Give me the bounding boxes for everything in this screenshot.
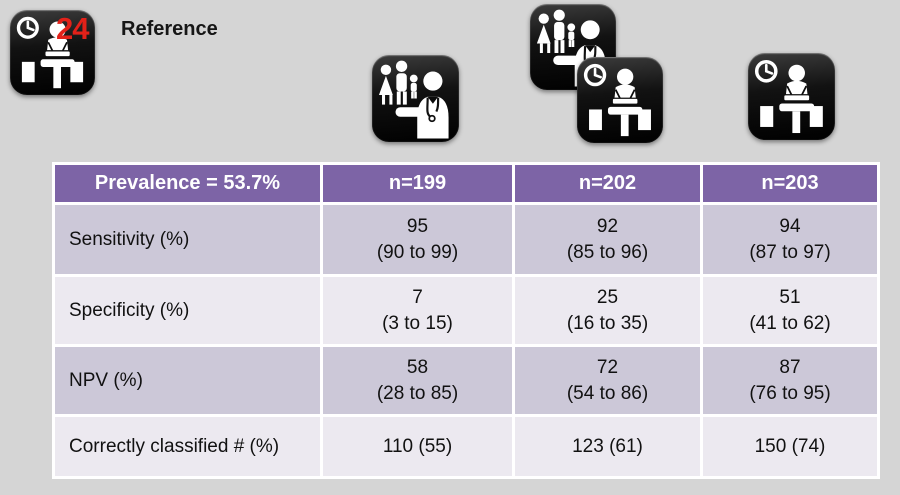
waiting-room-clock-icon	[748, 53, 835, 140]
bench-icon	[21, 61, 84, 83]
reference-hours-badge: 24	[56, 11, 89, 46]
cell-sensitivity-n199: 95 (90 to 99)	[323, 205, 512, 274]
row-label-npv: NPV (%)	[55, 347, 320, 414]
confidence-interval: (16 to 35)	[566, 312, 649, 334]
value: 123 (61)	[572, 435, 643, 457]
value: 72	[596, 357, 619, 379]
seated-person-icon	[40, 21, 75, 89]
bench-icon	[760, 106, 823, 127]
value: 94	[779, 216, 801, 238]
bench-icon	[589, 109, 651, 131]
clock-icon	[16, 16, 39, 39]
seated-person-icon	[607, 68, 643, 137]
confidence-interval: (3 to 15)	[382, 312, 453, 334]
cell-npv-n203: 87 (76 to 95)	[703, 347, 877, 414]
clock-icon	[754, 59, 778, 83]
confidence-interval: (85 to 96)	[566, 241, 649, 263]
header-prevalence: Prevalence = 53.7%	[55, 165, 320, 202]
confidence-interval: (28 to 85)	[376, 382, 459, 404]
cell-npv-n202: 72 (54 to 86)	[515, 347, 700, 414]
value: 25	[596, 287, 619, 309]
value: 51	[779, 287, 801, 309]
cell-npv-n199: 58 (28 to 85)	[323, 347, 512, 414]
row-label-correctly-classified: Correctly classified # (%)	[55, 417, 320, 476]
cell-specificity-n202: 25 (16 to 35)	[515, 277, 700, 344]
confidence-interval: (41 to 62)	[749, 312, 831, 334]
family-icon	[378, 60, 418, 105]
waiting-room-pictogram	[583, 63, 651, 137]
header-n199: n=199	[323, 165, 512, 202]
diagnostic-accuracy-table: Prevalence = 53.7% n=199 n=202 n=203 Sen…	[52, 162, 880, 479]
doctor-icon	[395, 71, 449, 139]
value: 95	[406, 216, 429, 238]
value: 150 (74)	[754, 435, 826, 457]
waiting-room-pictogram	[754, 59, 823, 134]
value: 110 (55)	[382, 435, 453, 457]
cell-correct-n202: 123 (61)	[515, 417, 700, 476]
cell-sensitivity-n202: 92 (85 to 96)	[515, 205, 700, 274]
clock-icon	[583, 63, 607, 87]
header-n203: n=203	[703, 165, 877, 202]
value: 58	[406, 357, 429, 379]
cell-sensitivity-n203: 94 (87 to 97)	[703, 205, 877, 274]
value: 87	[779, 357, 801, 379]
confidence-interval: (76 to 95)	[749, 382, 831, 404]
header-n202: n=202	[515, 165, 700, 202]
family-icon	[536, 9, 576, 54]
waiting-room-clock-icon	[577, 57, 663, 143]
value: 7	[412, 287, 423, 309]
row-label-specificity: Specificity (%)	[55, 277, 320, 344]
cell-correct-n199: 110 (55)	[323, 417, 512, 476]
confidence-interval: (54 to 86)	[566, 382, 649, 404]
cell-specificity-n199: 7 (3 to 15)	[323, 277, 512, 344]
waiting-room-clock-icon	[10, 10, 95, 95]
confidence-interval: (90 to 99)	[376, 241, 459, 263]
row-label-sensitivity: Sensitivity (%)	[55, 205, 320, 274]
seated-person-icon	[779, 64, 815, 134]
cell-specificity-n203: 51 (41 to 62)	[703, 277, 877, 344]
cell-correct-n203: 150 (74)	[703, 417, 877, 476]
family-doctor-pictogram	[378, 60, 449, 139]
reference-label: Reference	[121, 18, 218, 40]
waiting-room-pictogram	[16, 16, 84, 89]
family-doctor-icon	[372, 55, 459, 142]
value: 92	[596, 216, 619, 238]
confidence-interval: (87 to 97)	[749, 241, 831, 263]
